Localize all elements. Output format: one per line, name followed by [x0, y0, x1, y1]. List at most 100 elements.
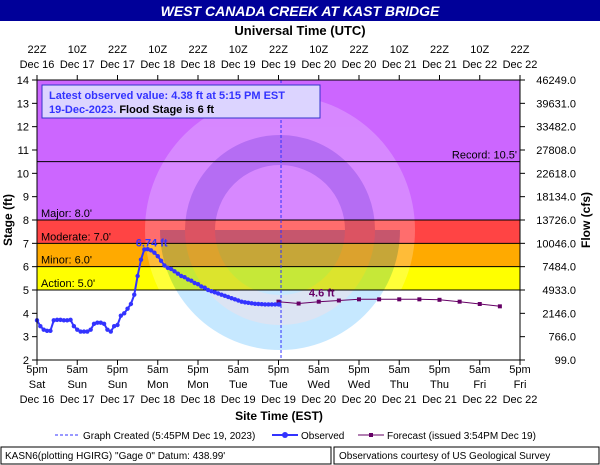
observed-point — [41, 327, 46, 332]
observed-point — [148, 248, 154, 253]
info-box-frame — [41, 84, 321, 119]
utc-tick-time: 22Z — [269, 44, 288, 56]
forecast-point — [477, 302, 482, 306]
forecast-point — [417, 297, 422, 302]
observed-point — [225, 294, 231, 300]
observed-point — [195, 281, 201, 287]
observed-point — [122, 311, 127, 316]
utc-tick-time: 10Z — [470, 44, 489, 56]
footer-credit: Observations courtesy of US Geological S… — [339, 451, 550, 462]
est-tick-day: Tue — [269, 379, 288, 391]
est-tick-day: Sat — [29, 379, 46, 391]
forecast-line — [278, 298, 500, 307]
threshold-label-2: Moderate: 7.0' — [41, 231, 111, 243]
observed-point — [68, 317, 73, 323]
observed-point — [229, 295, 234, 301]
utc-tick-date: Dec 20 — [342, 59, 377, 71]
observed-point — [165, 265, 171, 271]
flow-tick-label: 39631.0 — [536, 98, 576, 110]
utc-tick-time: 10Z — [309, 44, 328, 56]
est-tick-day: Thu — [430, 379, 449, 391]
est-tick-day: Fri — [473, 379, 486, 391]
threshold-label-0: Action: 5.0' — [41, 278, 95, 290]
observed-point — [44, 328, 50, 334]
utc-tick-time: 22Z — [350, 44, 369, 56]
observed-point — [135, 273, 140, 279]
utc-tick-date: Dec 22 — [462, 59, 497, 71]
est-tick-time: 5am — [67, 364, 88, 376]
observed-point — [58, 317, 63, 323]
est-tick-date: Dec 19 — [221, 394, 256, 406]
forecast-point — [316, 299, 321, 304]
utc-tick-time: 22Z — [430, 44, 449, 56]
forecast-peak-label: 4.6 ft — [309, 287, 335, 299]
observed-point — [38, 323, 43, 329]
utc-tick-time: 10Z — [148, 44, 167, 56]
stage-tick-label: 6 — [23, 262, 29, 274]
utc-tick-date: Dec 19 — [261, 59, 296, 71]
observed-point — [105, 327, 110, 332]
legend-forecast-label: Forecast (issued 3:54PM Dec 19) — [387, 431, 536, 442]
observed-point — [155, 253, 160, 259]
flow-tick-label: 22618.0 — [536, 168, 576, 180]
observed-point — [189, 278, 194, 283]
observed-point — [115, 322, 120, 328]
est-tick-date: Dec 22 — [503, 394, 538, 406]
y2-axis-label: Flow (cfs) — [579, 192, 593, 248]
observed-point — [262, 302, 268, 307]
observed-point — [88, 327, 93, 332]
utc-tick-date: Dec 22 — [503, 59, 538, 71]
utc-tick-time: 22Z — [189, 44, 208, 56]
flow-tick-label: 4933.0 — [542, 285, 576, 297]
est-tick-time: 5am — [228, 364, 249, 376]
forecast-point — [336, 298, 341, 303]
observed-point — [222, 293, 228, 299]
footer-datum: KASN6(plotting HGIRG) "Gage 0" Datum: 43… — [5, 451, 225, 462]
utc-tick-time: 10Z — [229, 44, 248, 56]
observed-point — [266, 302, 271, 307]
observed-point — [236, 298, 241, 303]
utc-tick-date: Dec 18 — [140, 59, 175, 71]
observed-peak-label: 6.74 ft — [136, 237, 168, 249]
stage-tick-label: 11 — [18, 145, 29, 157]
legend-forecast-marker — [369, 433, 373, 437]
observed-point — [111, 323, 117, 329]
observed-point — [259, 302, 264, 307]
info-box-date: 19-Dec-2023. — [49, 104, 116, 116]
observed-point — [212, 290, 217, 295]
est-tick-time: 5pm — [107, 364, 128, 376]
threshold-label-1: Minor: 6.0' — [41, 255, 92, 267]
est-tick-time: 5pm — [268, 364, 289, 376]
band-action — [37, 266, 520, 290]
est-tick-time: 5pm — [348, 364, 369, 376]
flood-threshold-lines — [37, 161, 520, 291]
legend-created-label: Graph Created (5:45PM Dec 19, 2023) — [83, 431, 255, 442]
est-tick-date: Dec 17 — [60, 394, 95, 406]
est-tick-date: Dec 21 — [382, 394, 417, 406]
est-tick-date: Dec 21 — [422, 394, 457, 406]
footer-right-box — [333, 446, 600, 465]
observed-point — [192, 280, 197, 286]
est-tick-date: Dec 18 — [140, 394, 175, 406]
flow-tick-label: 13726.0 — [536, 215, 576, 227]
observed-point — [125, 306, 130, 311]
utc-tick-date: Dec 17 — [100, 59, 135, 71]
threshold-label-3: Major: 8.0' — [41, 208, 92, 220]
stage-tick-label: 5 — [23, 285, 29, 297]
flow-tick-label: 10046.0 — [536, 238, 576, 250]
observed-point — [132, 292, 137, 297]
forecast-point — [397, 297, 402, 302]
est-tick-day: Sun — [108, 379, 128, 391]
info-box-flood: Flood Stage is 6 ft — [116, 104, 214, 116]
observed-point — [75, 327, 80, 332]
observed-point — [98, 320, 103, 325]
utc-tick-date: Dec 17 — [60, 59, 95, 71]
flow-tick-label: 27808.0 — [536, 145, 576, 157]
forecast-point — [437, 297, 442, 302]
observed-point — [48, 328, 53, 334]
flow-tick-label: 7484.0 — [542, 262, 576, 274]
observed-point — [51, 318, 56, 323]
observed-point — [81, 329, 87, 334]
stage-tick-label: 9 — [23, 192, 29, 204]
